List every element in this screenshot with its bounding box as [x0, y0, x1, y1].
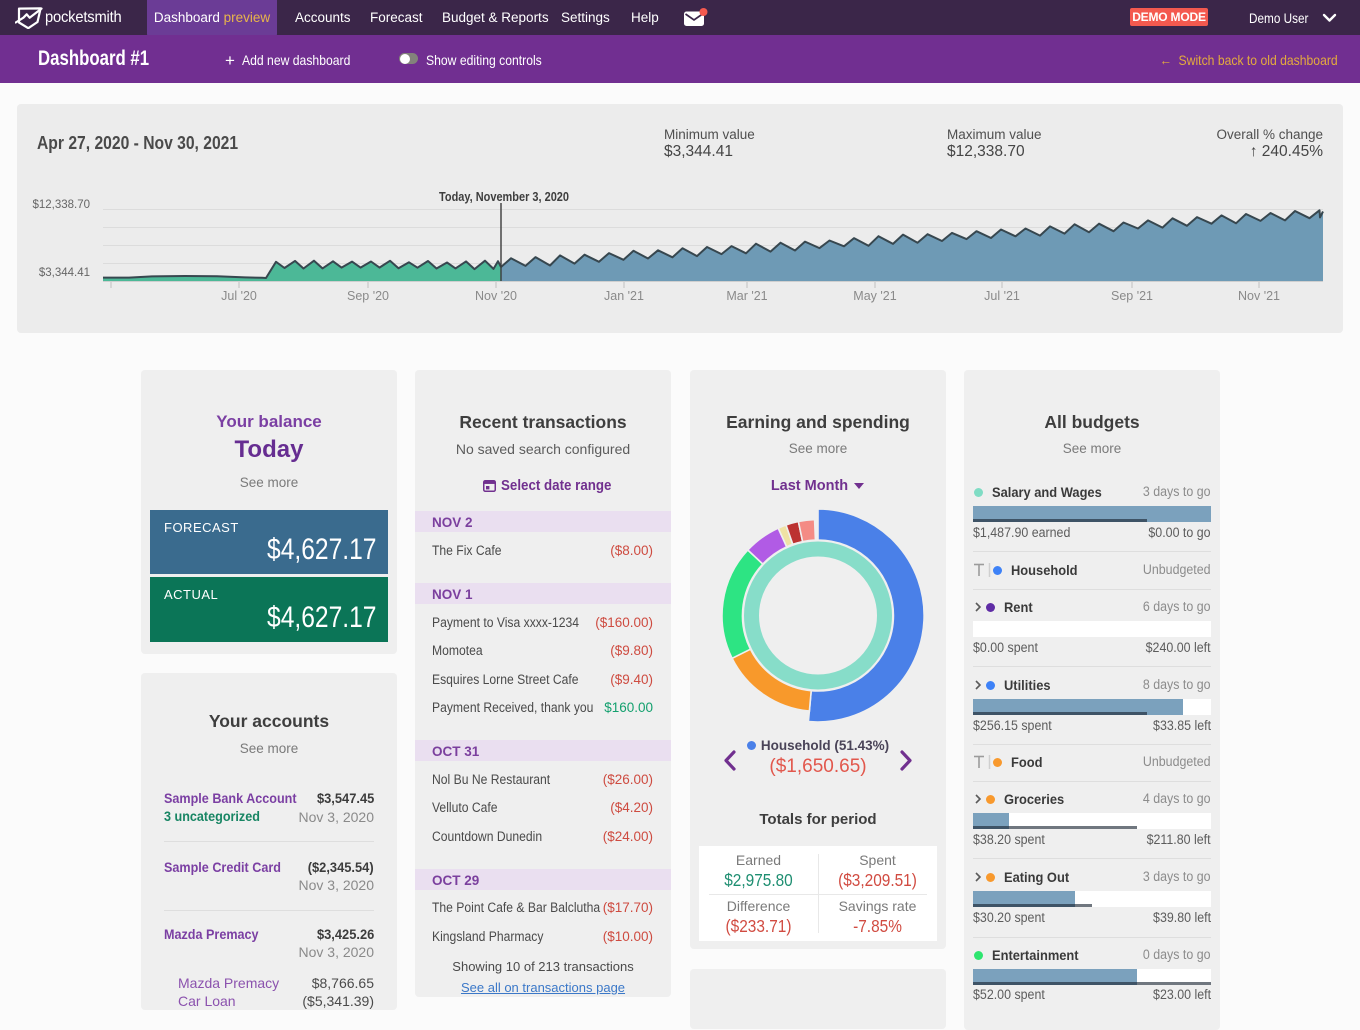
svg-text:Sep '21: Sep '21: [1111, 289, 1153, 303]
svg-text:$3,344.41: $3,344.41: [39, 267, 90, 279]
svg-text:May '21: May '21: [853, 289, 896, 303]
svg-text:Nov '20: Nov '20: [475, 289, 517, 303]
svg-text:Jul '21: Jul '21: [984, 289, 1020, 303]
svg-text:Jul '20: Jul '20: [221, 289, 257, 303]
svg-text:$12,338.70: $12,338.70: [32, 199, 90, 211]
svg-text:Sep '20: Sep '20: [347, 289, 389, 303]
svg-text:Jan '21: Jan '21: [604, 289, 644, 303]
svg-text:Mar '21: Mar '21: [726, 289, 767, 303]
svg-text:Today, November 3, 2020: Today, November 3, 2020: [439, 189, 569, 204]
svg-text:Nov '21: Nov '21: [1238, 289, 1280, 303]
